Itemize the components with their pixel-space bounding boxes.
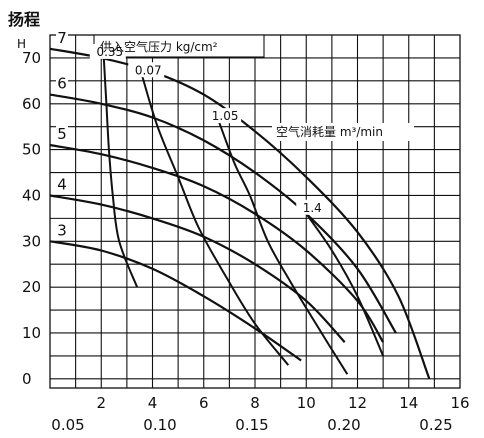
pressure-curve bbox=[218, 121, 349, 375]
head-curve-label-bg bbox=[56, 29, 68, 45]
head-curve bbox=[49, 194, 346, 343]
air-consumption-legend-title: 空气消耗量 m³/min bbox=[276, 124, 383, 139]
x-tick-label: 12 bbox=[348, 394, 367, 412]
x2-tick-label: 0.10 bbox=[143, 416, 176, 434]
labels: 70 60 50 40 30 20 10 0 2 4 6 8 10 12 14 16 0.05 0.10 0.15 0… bbox=[22, 29, 470, 434]
y-tick-label: 70 bbox=[22, 49, 41, 67]
head-curve-label-bg bbox=[56, 75, 68, 91]
pressure-curve bbox=[141, 76, 290, 366]
y-tick-label: 10 bbox=[22, 324, 41, 342]
pressure-curve-label: 0.07 bbox=[135, 63, 162, 77]
head-curve-label: 6 bbox=[57, 75, 67, 93]
pressure-curve-label: 0.35 bbox=[96, 45, 123, 59]
y-tick-label: 0 bbox=[22, 370, 32, 388]
x-tick-label: 2 bbox=[96, 394, 106, 412]
y-tick-label: 20 bbox=[22, 278, 41, 296]
pressure-curve-label-bg bbox=[128, 62, 165, 78]
air-legend-patch bbox=[272, 123, 414, 141]
pressure-curve-label: 1.05 bbox=[212, 109, 239, 123]
y-tick-label: 30 bbox=[22, 232, 41, 250]
head-curve-label-bg bbox=[56, 176, 68, 192]
pressure-curve bbox=[102, 57, 139, 288]
x-tick-label: 14 bbox=[399, 394, 418, 412]
y-tick-label: 40 bbox=[22, 186, 41, 204]
head-curve-label: 4 bbox=[57, 175, 67, 193]
head-curve-label-bg bbox=[56, 222, 68, 238]
y-axis-label: H bbox=[17, 37, 26, 51]
x2-tick-label: 0.20 bbox=[327, 416, 360, 434]
x-tick-label: 6 bbox=[199, 394, 209, 412]
head-curve-label-bg bbox=[56, 126, 68, 142]
x2-tick-label: 0.15 bbox=[235, 416, 268, 434]
head-curve-label: 7 bbox=[57, 29, 67, 47]
chart-title: 扬程 bbox=[8, 10, 40, 29]
pressure-curve-label-bg bbox=[296, 199, 325, 215]
head-curve bbox=[49, 240, 302, 362]
head-curve-label: 5 bbox=[57, 125, 67, 143]
pressure-curve bbox=[305, 213, 385, 357]
x2-tick-label: 0.25 bbox=[419, 416, 452, 434]
y-tick-label: 60 bbox=[22, 95, 41, 113]
curves bbox=[49, 47, 431, 380]
x-tick-label: 10 bbox=[297, 394, 316, 412]
x-tick-label: 16 bbox=[450, 394, 469, 412]
head-curve-label: 3 bbox=[57, 221, 67, 239]
pressure-curve-label-bg bbox=[89, 43, 126, 59]
pressure-curve-label: 1.4 bbox=[303, 201, 322, 215]
x2-tick-label: 0.05 bbox=[51, 416, 84, 434]
pressure-curve-label-bg bbox=[205, 108, 242, 124]
x-tick-label: 4 bbox=[148, 394, 158, 412]
head-curve bbox=[49, 93, 397, 334]
pressure-legend-title: 供入空气压力 kg/cm² bbox=[100, 39, 218, 54]
y-tick-label: 50 bbox=[22, 141, 41, 159]
head-curve bbox=[49, 47, 431, 380]
head-curve bbox=[49, 143, 385, 343]
x-tick-label: 8 bbox=[250, 394, 260, 412]
